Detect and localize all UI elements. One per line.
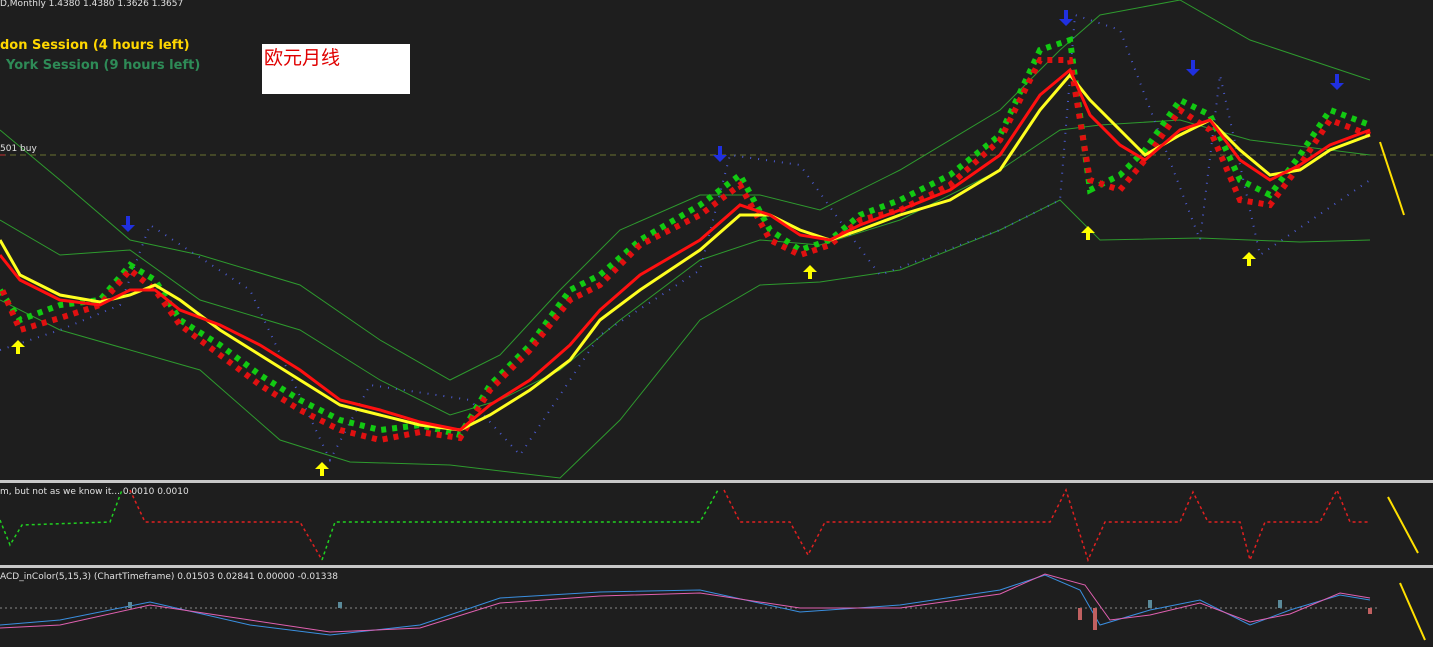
trend-line	[1379, 141, 1405, 216]
macd-histogram	[128, 600, 1372, 630]
macd-line	[0, 574, 1371, 636]
session-label: don Session (4 hours left)	[0, 38, 190, 53]
bear-candles	[0, 57, 1372, 444]
bull-candles	[0, 36, 1372, 439]
note-box	[262, 44, 410, 94]
note-text: 欧元月线	[264, 47, 340, 69]
trend-line	[1387, 496, 1419, 554]
indicator-label: ACD_inColor(5,15,3) (ChartTimeframe) 0.0…	[0, 572, 338, 582]
symbol-line: D,Monthly 1.4380 1.4380 1.3626 1.3657	[0, 0, 183, 9]
signal-up	[0, 489, 123, 547]
indicator-label: m, but not as we know it... 0.0010 0.001…	[0, 487, 189, 497]
middle-band	[0, 119, 1371, 416]
level-label: 501 buy	[0, 144, 37, 154]
buy-arrows	[11, 226, 1256, 476]
lower-band	[0, 199, 1371, 479]
signal-down	[129, 489, 323, 561]
panel-separator	[0, 565, 1433, 568]
fast-ma	[0, 67, 1371, 432]
signal-line	[0, 573, 1371, 633]
upper-band	[0, 0, 1371, 381]
panel-separator	[0, 480, 1433, 483]
trend-line	[1399, 582, 1426, 641]
sell-arrows	[121, 10, 1344, 232]
session-label: York Session (9 hours left)	[5, 58, 200, 73]
signal-up	[321, 489, 719, 561]
